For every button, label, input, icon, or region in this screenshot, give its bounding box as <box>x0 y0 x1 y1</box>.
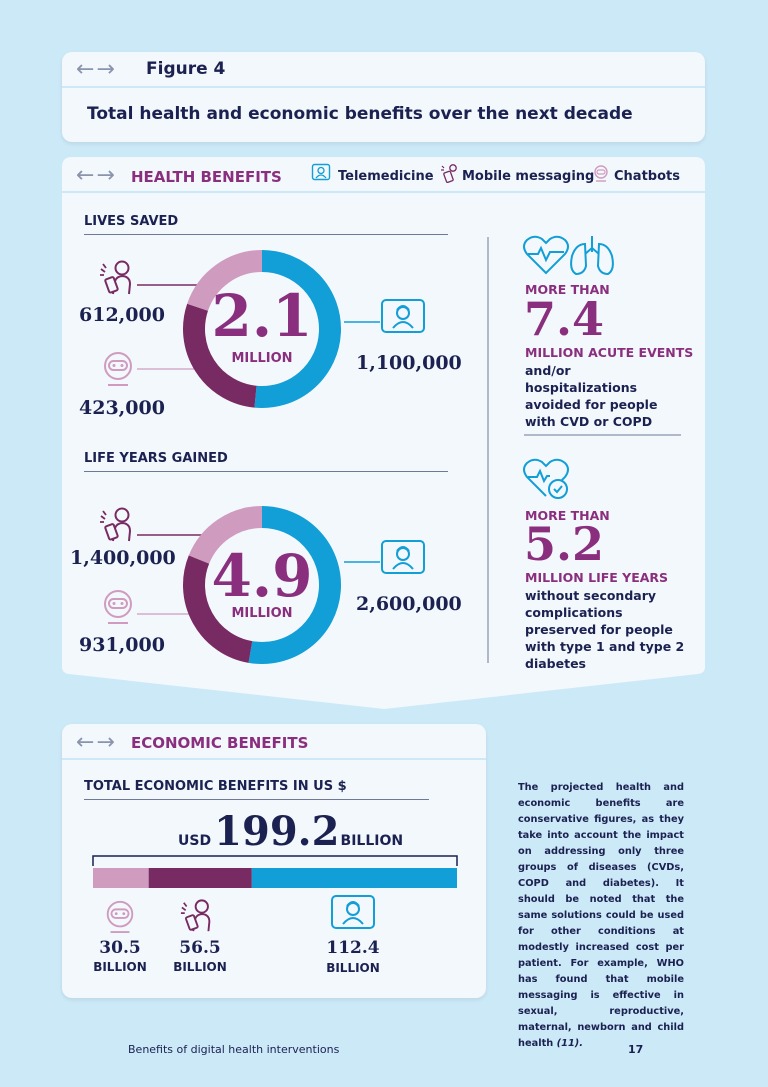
economic-usd: USD <box>178 833 212 849</box>
economic-heading: TOTAL ECONOMIC BENEFITS IN US $ <box>84 779 347 794</box>
lives-saved-slice-mobile-messaging <box>183 303 257 408</box>
acute-desc: and/or hospitalizations avoided for peop… <box>525 363 658 429</box>
economic-bar-chatbots <box>93 868 149 888</box>
life-years-telemedicine-icon <box>380 539 426 579</box>
lives-saved-mobile-icon <box>99 259 137 297</box>
life-years-mobile-leader <box>137 534 207 536</box>
economic-chatbots-icon <box>102 898 138 934</box>
life-years-telemedicine-leader <box>344 561 380 563</box>
lives-saved-telemedicine-icon <box>380 298 426 338</box>
legend-mobile-label: Mobile messaging <box>462 169 595 184</box>
life-years-telemedicine-value: 2,600,000 <box>356 593 462 615</box>
lungs-icon <box>568 234 616 276</box>
life-years-slice-chatbots <box>188 506 263 565</box>
nav-arrows-icon: ←→ <box>76 57 117 82</box>
lives-saved-slice-chatbots <box>187 250 263 312</box>
lives-saved-donut <box>183 250 341 408</box>
economic-chatbots-value: 30.5 <box>99 938 141 958</box>
life-years-heading: LIFE YEARS GAINED <box>84 451 228 466</box>
lives-saved-telemedicine-value: 1,100,000 <box>356 352 462 374</box>
diabetes-more-than: MORE THAN <box>525 508 610 523</box>
economic-header: ECONOMIC BENEFITS <box>131 734 309 752</box>
life-years-mobile-value: 1,400,000 <box>70 547 176 569</box>
economic-total: 199.2 <box>214 808 340 855</box>
economic-billion: BILLION <box>340 833 404 849</box>
figure-header-card: ←→ Figure 4 Total health and economic be… <box>62 52 705 142</box>
economic-mobile-unit: BILLION <box>173 960 227 974</box>
lives-saved-chatbots-icon <box>99 349 137 387</box>
economic-chatbots-unit: BILLION <box>93 960 147 974</box>
economic-bar-telemedicine <box>251 868 457 888</box>
lives-saved-total: 2.1 <box>211 282 313 350</box>
page-number: 17 <box>628 1043 644 1056</box>
life-years-donut <box>183 506 341 664</box>
health-card-shape <box>62 157 705 709</box>
economic-mobile-value: 56.5 <box>179 938 221 958</box>
lives-saved-slice-telemedicine <box>254 250 341 408</box>
figure-label: Figure 4 <box>146 59 226 79</box>
side-note: The projected health and economic benefi… <box>518 780 684 1052</box>
economic-bar-mobile-messaging <box>148 868 252 888</box>
economic-total-line: USD 199.2 BILLION <box>178 812 403 852</box>
footer-title: Benefits of digital health interventions <box>128 1043 340 1056</box>
acute-more-than: MORE THAN <box>525 282 610 297</box>
lives-saved-telemedicine-leader <box>344 321 380 323</box>
lives-saved-mobile-value: 612,000 <box>79 304 165 326</box>
diabetes-value: 5.2 <box>524 517 605 571</box>
life-years-unit: MILLION <box>231 606 293 621</box>
diabetes-unit: MILLION LIFE YEARS <box>525 570 669 585</box>
heart-check-icon <box>522 457 570 501</box>
lives-saved-heading: LIVES SAVED <box>84 214 179 229</box>
legend-telemedicine-icon <box>311 163 331 183</box>
figure-title: Total health and economic benefits over … <box>87 104 633 124</box>
nav-arrows-icon: ←→ <box>76 730 117 755</box>
economic-benefits-card: ←→ ECONOMIC BENEFITS TOTAL ECONOMIC BENE… <box>62 724 486 998</box>
figure-header-divider <box>62 86 705 88</box>
life-years-slice-telemedicine <box>248 506 341 664</box>
health-benefits-card: ←→ HEALTH BENEFITS Telemedicine Mobile m… <box>62 157 705 709</box>
economic-bracket <box>92 855 458 866</box>
life-years-mobile-icon <box>99 506 137 544</box>
life-years-chatbots-icon <box>99 587 137 625</box>
economic-mobile-icon <box>180 898 216 934</box>
legend-telemedicine-label: Telemedicine <box>338 169 434 184</box>
health-header: HEALTH BENEFITS <box>131 168 282 186</box>
economic-header-divider <box>62 758 486 760</box>
lives-saved-divider <box>84 234 448 235</box>
side-note-text: The projected health and economic benefi… <box>518 782 684 1049</box>
lives-saved-unit: MILLION <box>231 351 293 366</box>
side-note-ref: (11). <box>556 1038 583 1049</box>
lives-saved-chatbots-value: 423,000 <box>79 397 165 419</box>
life-years-divider <box>84 471 448 472</box>
nav-arrows-icon: ←→ <box>76 163 117 188</box>
legend-chatbots-label: Chatbots <box>614 169 680 184</box>
life-years-total: 4.9 <box>211 542 313 610</box>
heart-icon <box>522 234 570 276</box>
acute-unit: MILLION ACUTE EVENTS <box>525 345 694 360</box>
acute-value: 7.4 <box>524 292 605 346</box>
economic-telemedicine-icon <box>330 894 376 934</box>
life-years-chatbots-value: 931,000 <box>79 634 165 656</box>
economic-telemedicine-unit: BILLION <box>326 961 380 975</box>
legend-chatbots-icon <box>591 163 611 183</box>
economic-divider <box>84 799 429 800</box>
life-years-slice-mobile-messaging <box>183 555 253 663</box>
legend-mobile-icon <box>440 163 460 183</box>
economic-bar-chart <box>92 855 458 888</box>
economic-telemedicine-value: 112.4 <box>326 938 380 958</box>
lives-saved-mobile-leader <box>137 284 207 286</box>
diabetes-desc: without secondary complications preserve… <box>525 588 685 671</box>
